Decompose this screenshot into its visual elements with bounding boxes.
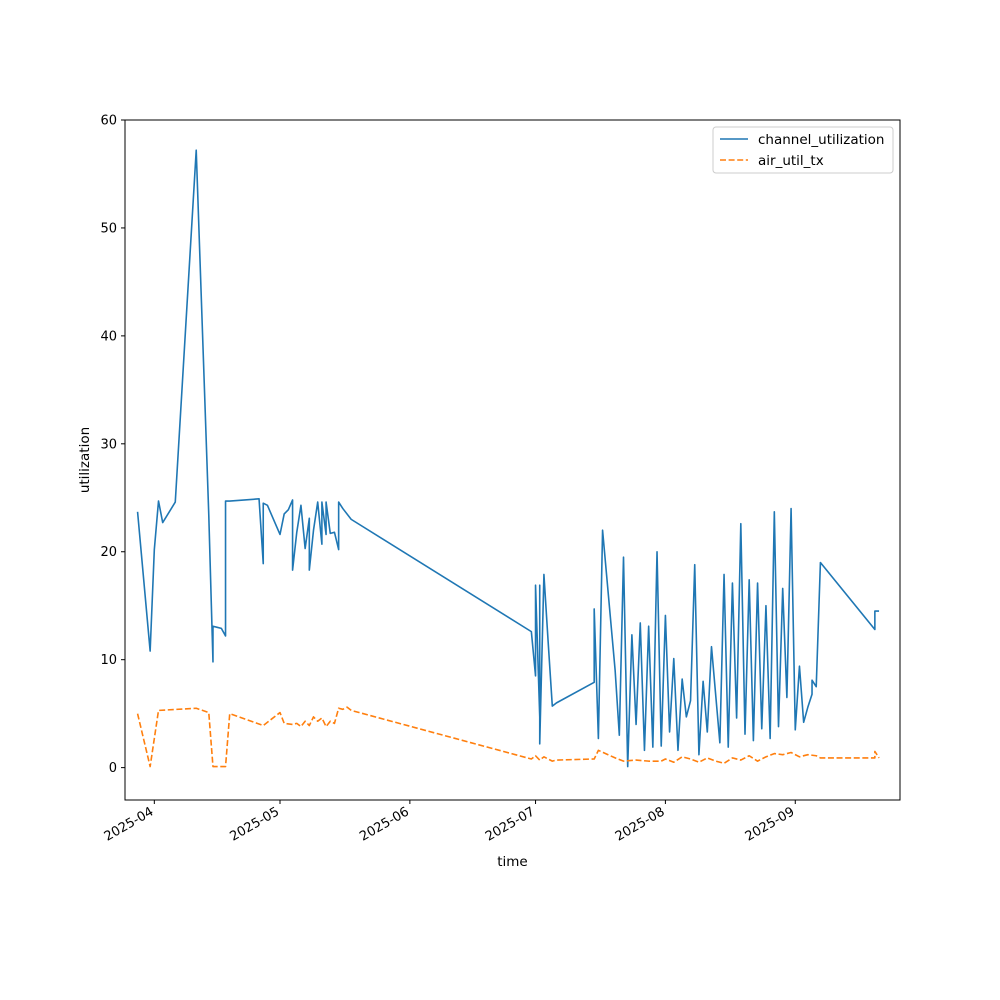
plot-area-frame [124, 119, 901, 801]
legend: channel_utilization air_util_tx [712, 126, 894, 174]
x-axis-label: time [497, 854, 528, 870]
y-tick-label: 0 [109, 761, 117, 776]
y-tick-label: 10 [100, 653, 117, 668]
y-tick-label: 20 [100, 545, 117, 560]
series-line-channel-utilization [136, 149, 880, 768]
legend-label-air-util-tx: air_util_tx [758, 153, 824, 169]
y-tick-label: 40 [100, 329, 117, 344]
series-line-air-util-tx [136, 706, 880, 768]
legend-box [712, 126, 894, 174]
y-tick-label: 60 [100, 114, 117, 129]
y-axis: 0 10 20 30 40 50 60 [100, 114, 125, 776]
y-axis-label: utilization [77, 427, 93, 493]
series-layer [136, 149, 880, 768]
y-tick-label: 30 [100, 437, 117, 452]
legend-label-channel-utilization: channel_utilization [758, 132, 885, 148]
y-tick-label: 50 [100, 221, 117, 236]
